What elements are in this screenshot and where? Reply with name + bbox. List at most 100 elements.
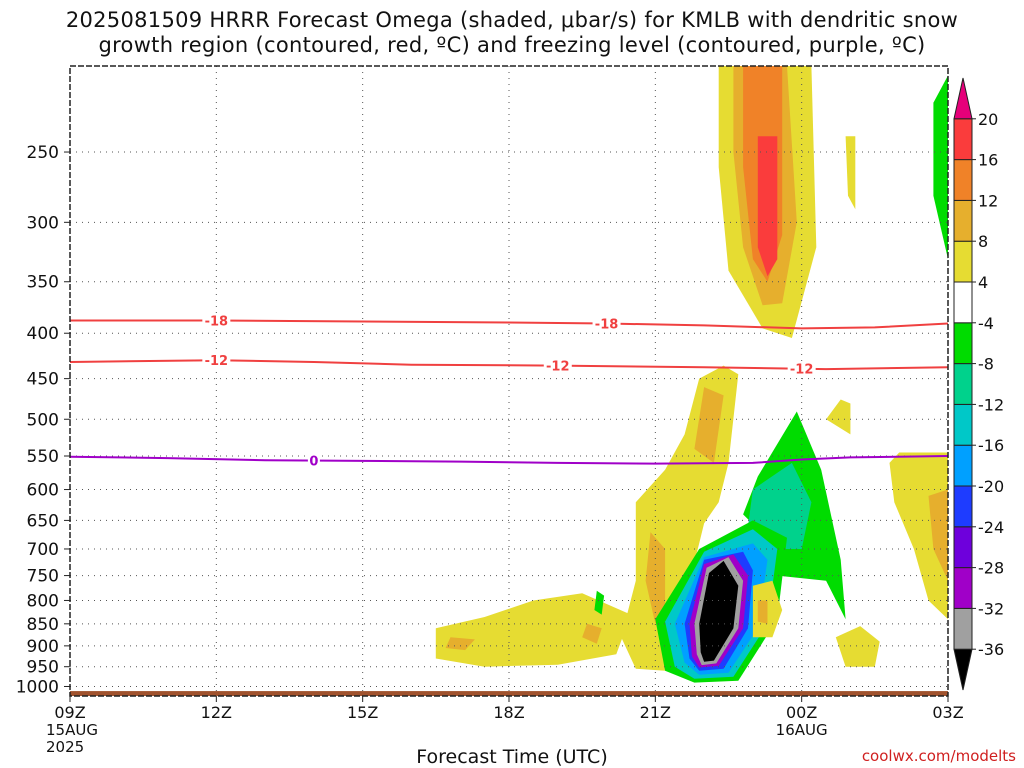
colorbar-band-14	[953, 77, 973, 120]
omega-region-26	[928, 489, 948, 581]
colorbar-band-4	[953, 485, 973, 528]
temperature-contours: -18 -18 -12 -12 -12 0	[69, 313, 949, 470]
y-axis-ticks: 2503003504004505005506006507007508008509…	[16, 143, 70, 697]
y-tick-label-400: 400	[27, 324, 59, 344]
colorbar-band-9	[953, 281, 973, 324]
x-axis-title: Forecast Time (UTC)	[416, 746, 608, 768]
grid-lines	[70, 66, 948, 696]
omega-region-23	[845, 136, 856, 210]
x-tick-label-09Z: 09Z	[54, 703, 85, 722]
x-tick-label-12Z: 12Z	[201, 703, 232, 722]
colorbar-label-7: -8	[978, 355, 994, 374]
omega-region-7	[435, 593, 631, 667]
terrain-segment-0	[70, 691, 948, 696]
x-tick-label-03Z: 03Z	[932, 703, 963, 722]
omega-region-20	[752, 580, 783, 638]
contour-label-bg-1-0	[202, 353, 231, 368]
colorbar-label-5: -16	[978, 436, 1004, 455]
y-tick-label-550: 550	[27, 447, 59, 467]
chart-title-line-2: growth region (contoured, red, ºC) and f…	[98, 33, 926, 57]
omega-region-5	[645, 532, 666, 624]
date-label-next-day: 16AUG	[774, 722, 830, 739]
terrain-band	[70, 691, 948, 696]
y-tick-label-300: 300	[27, 213, 59, 233]
colorbar-band-1	[953, 607, 973, 650]
x-tick-label-18Z: 18Z	[493, 703, 524, 722]
contour-label-bg-1-1	[543, 358, 572, 373]
omega-region-22	[826, 399, 851, 435]
omega-shading	[435, 66, 948, 683]
date-label-line-0-0: 15AUG	[46, 721, 98, 739]
omega-region-9	[582, 623, 602, 644]
x-tick-label-21Z: 21Z	[640, 703, 671, 722]
y-tick-label-250: 250	[27, 143, 59, 163]
colorbar-band-5	[953, 444, 973, 487]
colorbar-band-3	[953, 526, 973, 569]
colorbar-band-11	[953, 199, 973, 242]
y-tick-label-750: 750	[27, 567, 59, 587]
date-label-line-0-1: 2025	[46, 738, 85, 756]
omega-region-18	[699, 560, 739, 662]
x-tick-label-00Z: 00Z	[786, 703, 817, 722]
colorbar-label-8: -4	[978, 314, 994, 333]
omega-region-27	[933, 75, 948, 260]
y-tick-label-800: 800	[27, 591, 59, 611]
y-tick-label-850: 850	[27, 615, 59, 635]
colorbar-band-12	[953, 159, 973, 201]
y-tick-label-350: 350	[27, 273, 59, 293]
omega-region-21	[757, 600, 768, 624]
colorbar-label-3: -24	[978, 518, 1004, 537]
credit-link[interactable]: coolwx.com/modelts	[861, 747, 1016, 765]
contour-label-0-1: -18	[595, 317, 619, 332]
omega-region-3	[757, 136, 778, 277]
colorbar-band-2	[953, 567, 973, 609]
y-tick-label-1000: 1000	[16, 677, 59, 697]
date-label-line-1-0: 16AUG	[775, 721, 828, 739]
contour-label-0-0: -18	[205, 314, 229, 329]
x-axis-ticks: 09Z 12Z 15Z 18Z 21Z 00Z 03Z	[54, 696, 964, 722]
contour-label-bg-2-0	[307, 453, 320, 468]
omega-region-6	[694, 387, 724, 463]
contour-label-2-0: 0	[309, 455, 318, 470]
colorbar-label-4: -20	[978, 477, 1004, 496]
contour-label-bg-1-2	[787, 361, 816, 376]
colorbar-label-1: -32	[978, 599, 1004, 618]
colorbar-label-6: -12	[978, 395, 1004, 414]
y-tick-label-500: 500	[27, 410, 59, 430]
y-tick-label-600: 600	[27, 481, 59, 501]
y-tick-label-450: 450	[27, 370, 59, 390]
colorbar-band-13	[953, 118, 973, 161]
plot-background	[70, 66, 948, 696]
omega-region-24	[835, 626, 880, 667]
contour-label-bg-0-1	[592, 316, 621, 331]
contour-line-2	[69, 455, 949, 465]
colorbar-label-0: -36	[978, 640, 1004, 659]
colorbar-band-7	[953, 363, 973, 405]
colorbar-band-8	[953, 322, 973, 365]
colorbar-band-0	[953, 648, 973, 691]
colorbar-label-11: 12	[978, 191, 998, 210]
omega-region-25	[889, 452, 948, 620]
colorbar-band-6	[953, 403, 973, 446]
colorbar-label-9: 4	[978, 273, 988, 292]
colorbar: -36 -32 -28 -24 -20 -16 -12 -8 -4 4 8 12 16 20	[953, 77, 1004, 691]
colorbar-label-12: 16	[978, 151, 998, 170]
colorbar-label-13: 20	[978, 110, 998, 129]
date-label-start: 15AUG 2025	[46, 722, 102, 756]
contour-label-bg-0-0	[202, 313, 231, 328]
x-tick-label-15Z: 15Z	[347, 703, 378, 722]
contour-label-1-2: -12	[790, 363, 814, 378]
colorbar-label-10: 8	[978, 232, 988, 251]
colorbar-band-10	[953, 240, 973, 283]
y-tick-label-700: 700	[27, 540, 59, 560]
chart-title-line-1: 2025081509 HRRR Forecast Omega (shaded, …	[65, 8, 959, 32]
colorbar-label-2: -28	[978, 559, 1004, 578]
y-tick-label-950: 950	[27, 658, 59, 678]
omega-region-19	[594, 590, 605, 615]
y-tick-label-650: 650	[27, 511, 59, 531]
omega-region-8	[445, 637, 475, 651]
y-tick-label-900: 900	[27, 637, 59, 657]
contour-label-1-0: -12	[205, 354, 229, 369]
contour-label-1-1: -12	[546, 360, 570, 375]
